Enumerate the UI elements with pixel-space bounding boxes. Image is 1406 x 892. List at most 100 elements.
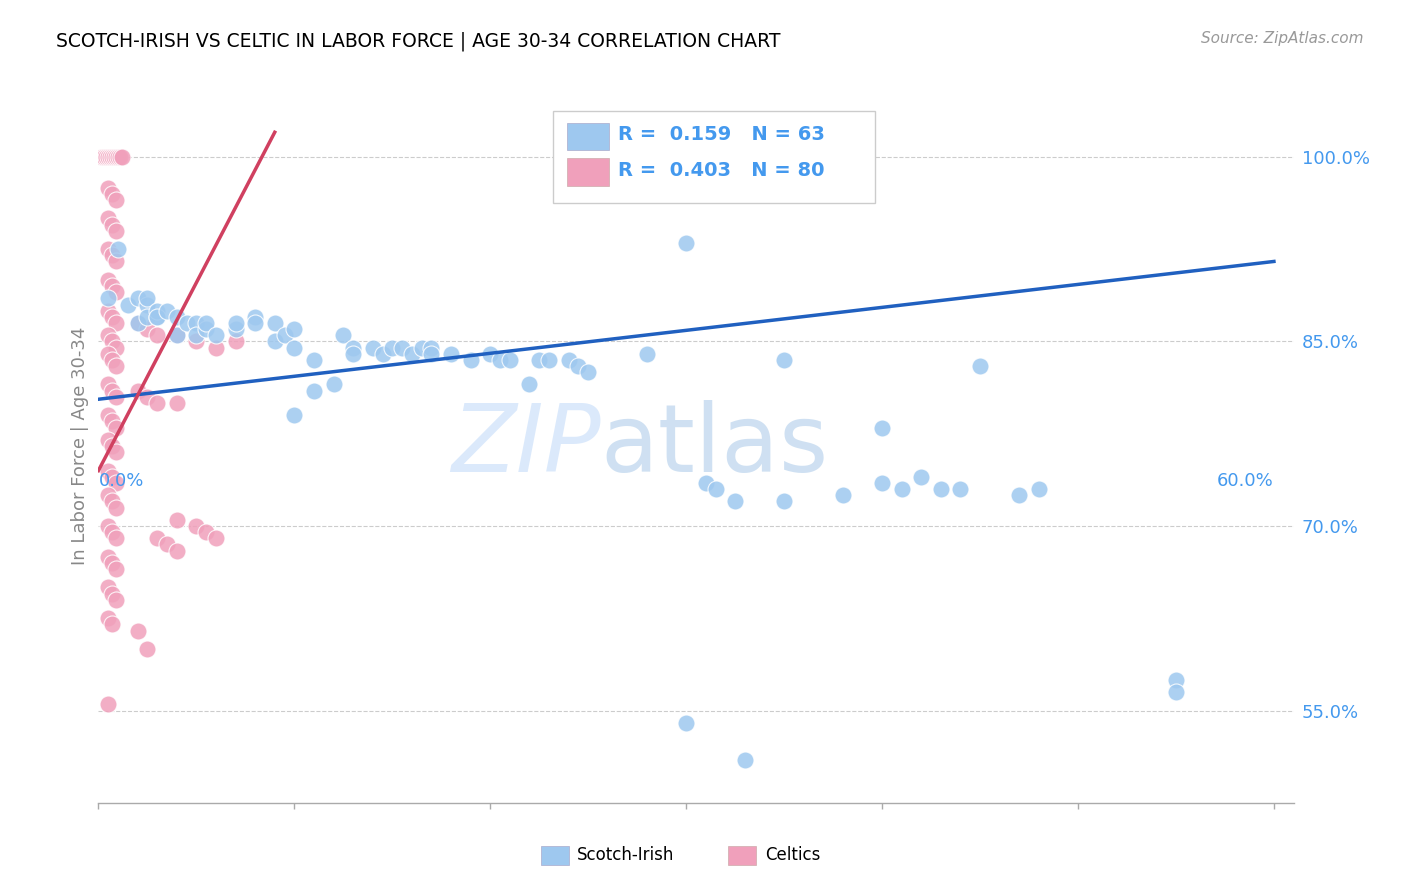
Point: [97, 328, 120, 343]
Point: [243, 316, 266, 330]
Point: [156, 303, 179, 318]
Point: [322, 377, 344, 392]
Point: [101, 248, 124, 262]
Point: [108, 150, 131, 164]
Point: [949, 482, 972, 496]
Point: [105, 150, 128, 164]
Point: [105, 500, 128, 515]
Point: [567, 359, 589, 373]
Point: [136, 291, 159, 305]
Point: [97, 347, 120, 361]
Point: [136, 642, 159, 657]
Point: [205, 341, 228, 355]
Y-axis label: In Labor Force | Age 30-34: In Labor Force | Age 30-34: [70, 326, 89, 566]
Point: [101, 352, 124, 367]
Point: [117, 297, 139, 311]
Point: [870, 420, 893, 434]
Point: [97, 698, 120, 712]
Point: [101, 525, 124, 540]
Point: [969, 359, 991, 373]
Point: [97, 464, 120, 478]
Point: [156, 537, 179, 551]
Point: [195, 525, 218, 540]
Point: [734, 753, 756, 767]
Point: [420, 347, 443, 361]
Point: [411, 341, 433, 355]
Point: [499, 352, 522, 367]
Point: [910, 469, 932, 483]
Point: [302, 352, 325, 367]
Point: [111, 150, 134, 164]
Point: [186, 316, 208, 330]
Text: Celtics: Celtics: [765, 847, 820, 864]
Point: [263, 316, 285, 330]
Point: [97, 273, 120, 287]
Point: [283, 341, 305, 355]
Text: 0.0%: 0.0%: [98, 473, 143, 491]
Point: [105, 316, 128, 330]
Point: [146, 310, 169, 324]
Point: [127, 624, 149, 638]
Point: [773, 352, 796, 367]
Point: [98, 150, 121, 164]
Point: [225, 316, 247, 330]
Point: [97, 242, 120, 256]
Point: [146, 303, 169, 318]
Point: [97, 549, 120, 564]
Point: [440, 347, 463, 361]
Point: [263, 334, 285, 349]
Point: [870, 475, 893, 490]
Point: [105, 445, 128, 459]
Point: [101, 310, 124, 324]
Point: [146, 531, 169, 545]
Point: [381, 341, 404, 355]
Point: [101, 150, 124, 164]
Point: [97, 488, 120, 502]
Point: [537, 352, 560, 367]
Text: Scotch-Irish: Scotch-Irish: [576, 847, 673, 864]
Point: [101, 494, 124, 508]
Point: [146, 396, 169, 410]
Point: [489, 352, 512, 367]
Point: [460, 352, 482, 367]
FancyBboxPatch shape: [567, 159, 609, 186]
Point: [166, 328, 188, 343]
Point: [361, 341, 384, 355]
Point: [101, 469, 124, 483]
Point: [205, 531, 228, 545]
Point: [166, 310, 188, 324]
Point: [243, 310, 266, 324]
Point: [890, 482, 912, 496]
Point: [695, 475, 717, 490]
Point: [519, 377, 541, 392]
Point: [105, 562, 128, 576]
Point: [1164, 685, 1187, 699]
Point: [105, 193, 128, 207]
Point: [225, 334, 247, 349]
Point: [101, 334, 124, 349]
Point: [186, 334, 208, 349]
Point: [101, 279, 124, 293]
Point: [127, 384, 149, 398]
Point: [371, 347, 394, 361]
Point: [97, 211, 120, 226]
Point: [166, 396, 188, 410]
Point: [704, 482, 727, 496]
Point: [273, 328, 295, 343]
Point: [101, 384, 124, 398]
Text: SCOTCH-IRISH VS CELTIC IN LABOR FORCE | AGE 30-34 CORRELATION CHART: SCOTCH-IRISH VS CELTIC IN LABOR FORCE | …: [56, 31, 780, 51]
Point: [127, 291, 149, 305]
Text: R =  0.159   N = 63: R = 0.159 N = 63: [619, 126, 825, 145]
Point: [529, 352, 551, 367]
Point: [105, 420, 128, 434]
Point: [105, 531, 128, 545]
Point: [97, 519, 120, 533]
Text: Source: ZipAtlas.com: Source: ZipAtlas.com: [1201, 31, 1364, 46]
Point: [724, 494, 747, 508]
Point: [96, 150, 118, 164]
Point: [91, 150, 114, 164]
Point: [1028, 482, 1050, 496]
Text: R =  0.403   N = 80: R = 0.403 N = 80: [619, 161, 825, 180]
Point: [136, 390, 159, 404]
Point: [283, 409, 305, 423]
